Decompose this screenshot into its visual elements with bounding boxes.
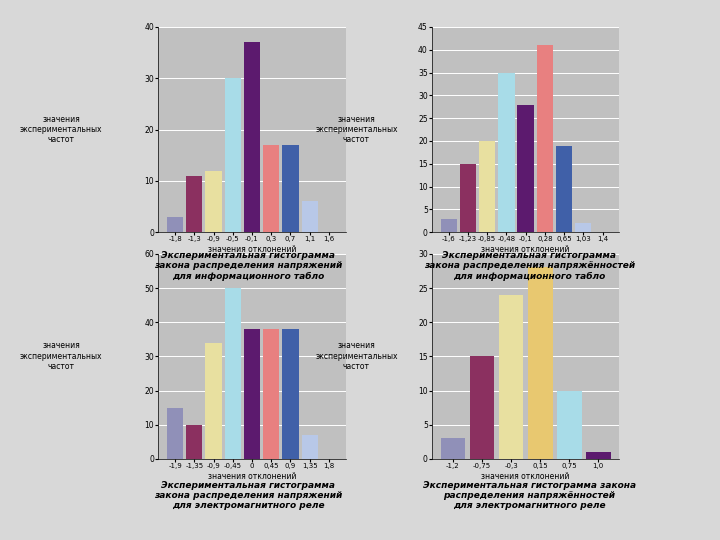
Bar [186, 425, 202, 459]
Bar [586, 452, 611, 459]
Bar [167, 217, 184, 232]
Bar [167, 408, 184, 459]
Text: Экспериментальная гистограмма
закона распределения напряжений
для информационног: Экспериментальная гистограмма закона рас… [154, 251, 343, 281]
X-axis label: значения отклонений: значения отклонений [208, 472, 296, 481]
Bar [460, 164, 476, 232]
Bar [205, 343, 222, 459]
Bar [498, 72, 515, 232]
Bar [225, 288, 241, 459]
X-axis label: значения отклонений: значения отклонений [208, 245, 296, 254]
Text: значения
экспериментальных
частот: значения экспериментальных частот [315, 114, 397, 145]
Text: значения
экспериментальных
частот: значения экспериментальных частот [20, 114, 102, 145]
Bar [205, 171, 222, 232]
Bar [244, 329, 260, 459]
Bar [263, 329, 279, 459]
Bar [302, 435, 318, 459]
Bar [302, 201, 318, 232]
Text: Экспериментальная гистограмма
закона распределения напряжений
для электромагнитн: Экспериментальная гистограмма закона рас… [154, 481, 343, 510]
Bar [556, 146, 572, 232]
Bar [263, 145, 279, 232]
Bar [528, 267, 552, 459]
Bar [479, 141, 495, 232]
X-axis label: значения отклонений: значения отклонений [482, 245, 570, 254]
Bar [536, 45, 553, 232]
Bar [244, 42, 260, 232]
Bar [518, 105, 534, 232]
Text: Экспериментальная гистограмма закона
распределения напряжённостей
для электромаг: Экспериментальная гистограмма закона рас… [423, 481, 636, 510]
Bar [441, 438, 465, 459]
Bar [557, 390, 582, 459]
Bar [282, 145, 299, 232]
Text: значения
экспериментальных
частот: значения экспериментальных частот [315, 341, 397, 372]
Bar [225, 78, 241, 232]
Text: значения
экспериментальных
частот: значения экспериментальных частот [20, 341, 102, 372]
Bar [469, 356, 495, 459]
Text: Экспериментальная гистограмма
закона распределения напряжённостей
для информацио: Экспериментальная гистограмма закона рас… [423, 251, 635, 281]
Bar [282, 329, 299, 459]
Bar [575, 223, 591, 232]
Bar [499, 295, 523, 459]
Bar [441, 219, 457, 232]
X-axis label: значения отклонений: значения отклонений [482, 472, 570, 481]
Bar [186, 176, 202, 232]
